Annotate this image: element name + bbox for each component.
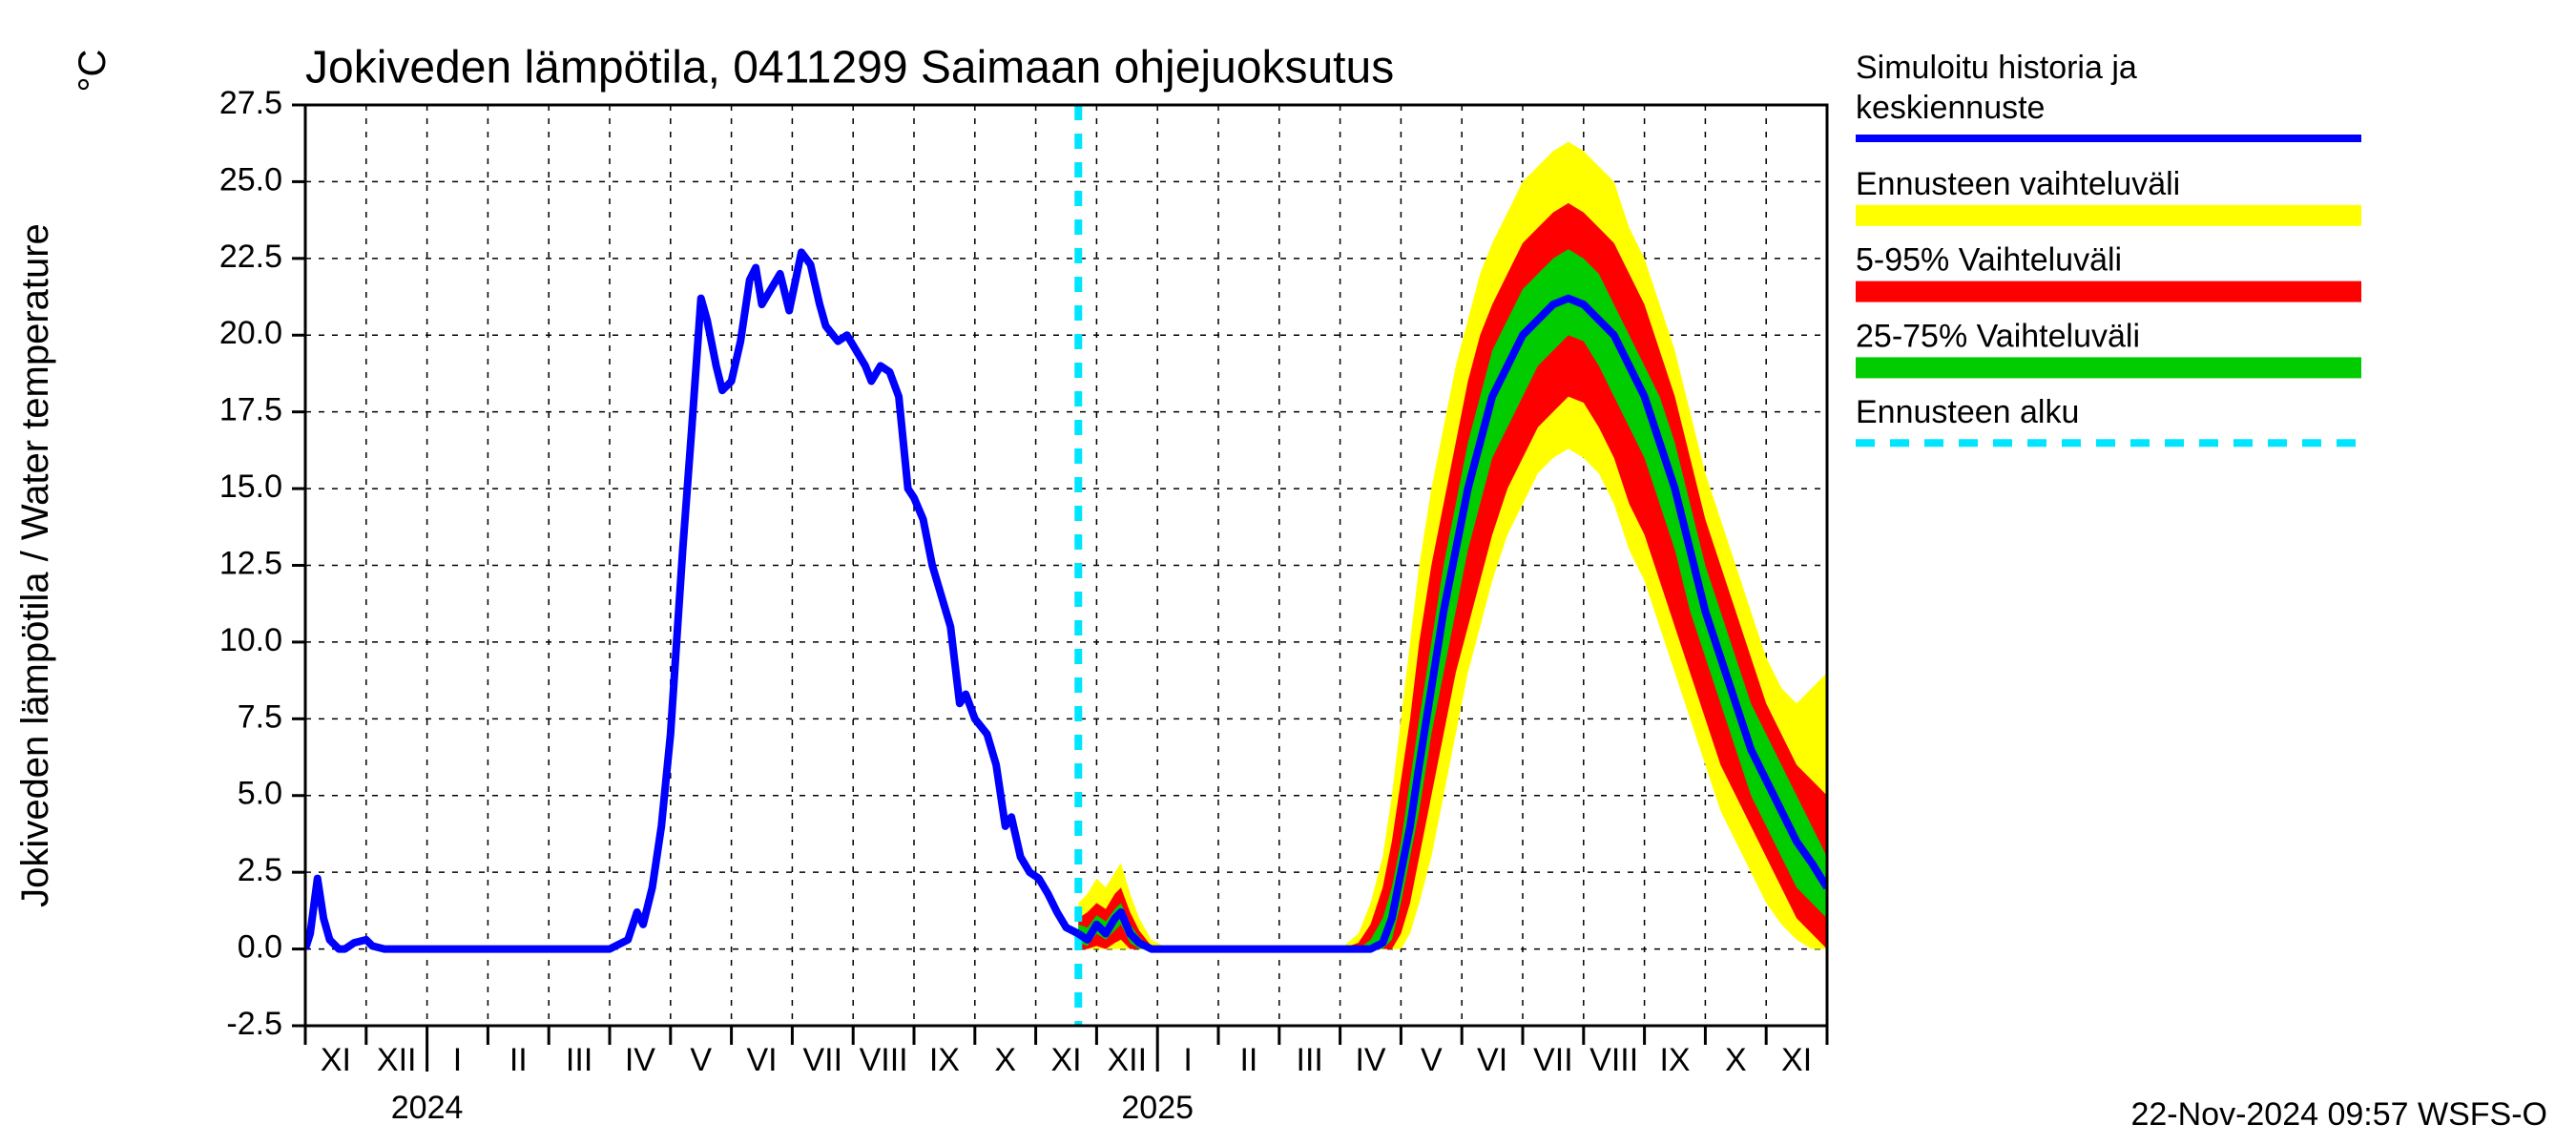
month-label: III [566,1042,592,1078]
month-label: II [509,1042,528,1078]
ytick-label: 20.0 [219,315,282,351]
month-label: III [1297,1042,1323,1078]
legend-swatch-band [1856,205,2361,226]
ytick-label: 15.0 [219,468,282,505]
month-label: XI [1050,1042,1081,1078]
month-label: IV [625,1042,655,1078]
month-label: VII [1533,1042,1573,1078]
month-label: II [1239,1042,1257,1078]
ytick-label: 5.0 [238,776,282,812]
month-label: VIII [1589,1042,1638,1078]
month-label: X [1725,1042,1747,1078]
month-label: XII [377,1042,417,1078]
legend-label: keskiennuste [1856,90,2045,126]
month-label: X [994,1042,1016,1078]
month-label: V [690,1042,712,1078]
month-label: IX [1659,1042,1690,1078]
chart-title: Jokiveden lämpötila, 0411299 Saimaan ohj… [305,43,1394,94]
month-label: XII [1108,1042,1148,1078]
legend-swatch-band [1856,357,2361,378]
legend-label: 25-75% Vaihteluväli [1856,318,2140,354]
ytick-label: 17.5 [219,392,282,428]
legend-label: 5-95% Vaihteluväli [1856,242,2122,279]
month-label: VII [803,1042,843,1078]
ytick-label: -2.5 [226,1006,282,1042]
month-label: I [453,1042,462,1078]
legend-label: Ennusteen alku [1856,394,2079,430]
ytick-label: 22.5 [219,239,282,275]
footer-timestamp: 22-Nov-2024 09:57 WSFS-O [2130,1096,2547,1133]
ytick-label: 25.0 [219,161,282,198]
legend-label: Simuloitu historia ja [1856,50,2137,86]
legend-swatch-band [1856,281,2361,302]
year-label: 2025 [1121,1090,1194,1126]
month-label: VI [1477,1042,1507,1078]
y-axis-label: Jokiveden lämpötila / Water temperature [14,223,56,907]
month-label: V [1421,1042,1443,1078]
ytick-label: 12.5 [219,545,282,581]
month-label: VI [746,1042,777,1078]
chart-root: { "title": "Jokiveden lämpötila, 0411299… [0,0,2576,1145]
month-label: VIII [860,1042,908,1078]
month-label: IV [1355,1042,1385,1078]
ytick-label: 27.5 [219,85,282,121]
legend-label: Ennusteen vaihteluväli [1856,166,2180,202]
ytick-label: 10.0 [219,622,282,658]
ytick-label: 2.5 [238,852,282,888]
month-label: XI [1781,1042,1812,1078]
month-label: I [1183,1042,1192,1078]
y-axis-unit: °C [72,50,114,93]
year-label: 2024 [391,1090,464,1126]
month-label: XI [321,1042,351,1078]
month-label: IX [929,1042,960,1078]
ytick-label: 0.0 [238,929,282,966]
chart-svg: -2.5 0.0 2.5 5.0 7.5 10.0 12.5 15.0 17.5 20.0 22.5… [0,0,2576,1145]
ytick-label: 7.5 [238,698,282,735]
